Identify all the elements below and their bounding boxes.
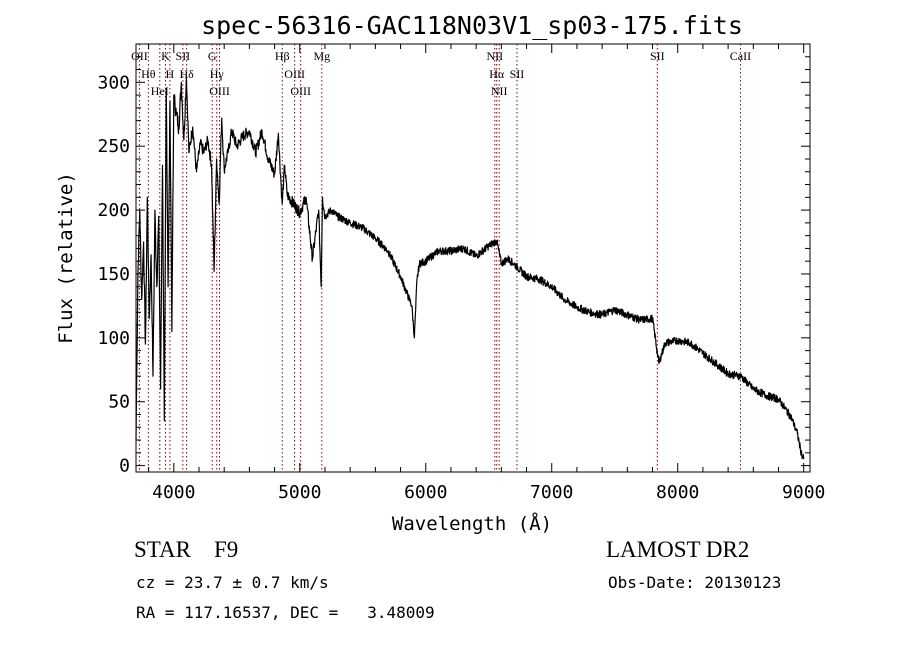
y-tick-label-4: 200 bbox=[97, 200, 130, 221]
class-label: STAR F9 bbox=[134, 537, 239, 562]
line-label-2: HeI bbox=[151, 84, 169, 98]
x-axis-label: Wavelength (Å) bbox=[392, 512, 552, 535]
cz-label: cz = 23.7 ± 0.7 km/s bbox=[136, 573, 329, 592]
x-tick-label-5: 9000 bbox=[782, 482, 825, 503]
y-tick-label-0: 0 bbox=[119, 456, 130, 477]
line-label-8: Hγ bbox=[210, 67, 225, 81]
line-label-11: OIII bbox=[284, 67, 305, 81]
x-tick-label-1: 5000 bbox=[278, 482, 321, 503]
line-label-7: G bbox=[208, 49, 217, 63]
x-tick-label-0: 4000 bbox=[152, 482, 195, 503]
line-label-10: Hβ bbox=[275, 49, 290, 63]
line-label-9: OIII bbox=[209, 84, 230, 98]
line-label-3: K bbox=[161, 49, 170, 63]
x-tick-label-3: 7000 bbox=[530, 482, 573, 503]
plot-frame bbox=[135, 43, 811, 473]
y-axis-label: Flux (relative) bbox=[55, 172, 77, 344]
line-label-14: NII bbox=[486, 49, 503, 63]
radec-label: RA = 117.16537, DEC = 3.48009 bbox=[136, 603, 435, 622]
y-tick-label-2: 100 bbox=[97, 328, 130, 349]
y-tick-label-3: 150 bbox=[97, 264, 130, 285]
line-label-15: Hα bbox=[489, 67, 505, 81]
x-axis-ticks: 4000 5000 6000 7000 8000 9000 bbox=[148, 44, 825, 503]
flux-series-line bbox=[135, 75, 805, 460]
line-label-1: Hθ bbox=[141, 67, 156, 81]
spectral-line-markers bbox=[138, 44, 741, 472]
y-tick-label-1: 50 bbox=[108, 392, 130, 413]
y-tick-label-5: 250 bbox=[97, 136, 130, 157]
x-tick-label-4: 8000 bbox=[656, 482, 699, 503]
y-tick-label-6: 300 bbox=[97, 72, 130, 93]
line-label-0: OII bbox=[131, 49, 148, 63]
line-label-17: SII bbox=[510, 67, 525, 81]
line-label-5: SII bbox=[176, 49, 191, 63]
y-axis-ticks: 0 50 100 150 200 250 300 bbox=[97, 56, 810, 477]
line-label-4: H bbox=[166, 67, 175, 81]
line-label-18: SII bbox=[650, 49, 665, 63]
chart-title: spec-56316-GAC118N03V1_sp03-175.fits bbox=[201, 11, 743, 40]
line-label-12: OIII bbox=[290, 84, 311, 98]
line-label-19: CaII bbox=[730, 49, 751, 63]
obs-date-label: Obs-Date: 20130123 bbox=[608, 573, 782, 592]
survey-label: LAMOST DR2 bbox=[606, 537, 750, 562]
line-label-6: Hδ bbox=[179, 67, 194, 81]
line-label-16: NII bbox=[491, 84, 508, 98]
line-label-13: Mg bbox=[313, 49, 330, 63]
x-tick-label-2: 6000 bbox=[404, 482, 447, 503]
